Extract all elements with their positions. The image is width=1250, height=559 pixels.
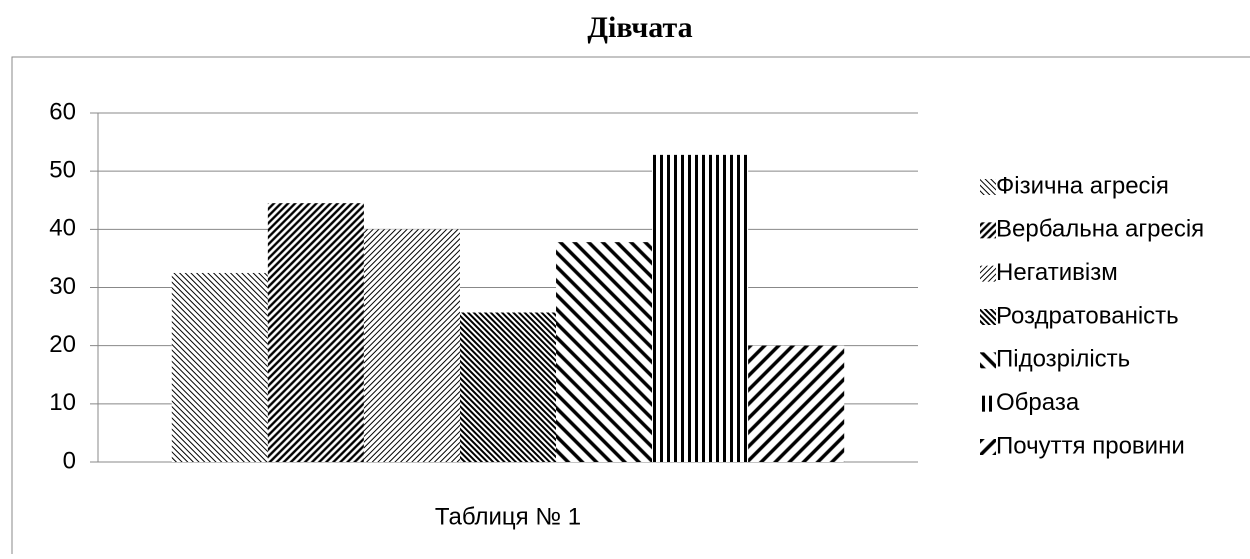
legend-label: Роздратованість [996,302,1179,329]
bar [459,312,557,462]
bar [171,272,268,462]
bar [556,242,653,462]
bar [267,203,364,463]
chart-title: Дівчата [587,11,692,44]
legend-label: Вербальна агресія [996,216,1204,243]
legend-label: Підозрілість [996,346,1130,373]
legend-swatch [980,395,996,412]
legend-swatch [980,439,996,455]
legend-swatch [980,179,996,195]
bar [652,154,749,462]
y-tick-label: 0 [63,447,76,474]
legend-label: Образа [996,389,1080,416]
bar [363,229,460,462]
legend-label: Почуття провини [996,432,1185,459]
legend-swatch [980,265,996,282]
chart-frame [11,56,1250,559]
y-tick-label: 30 [49,273,76,300]
legend-swatch [980,222,996,239]
y-tick-label: 40 [49,215,76,242]
legend-label: Негативізм [996,259,1118,286]
y-tick-label: 60 [49,98,76,125]
legend-swatch [980,309,996,325]
y-tick-label: 50 [49,157,76,184]
x-tick-label: Таблиця № 1 [435,503,581,530]
y-tick-label: 10 [49,389,76,416]
legend-label: Фізична агресія [996,172,1169,199]
legend-swatch [980,352,996,369]
y-tick-label: 20 [49,331,76,358]
bar [748,345,845,462]
